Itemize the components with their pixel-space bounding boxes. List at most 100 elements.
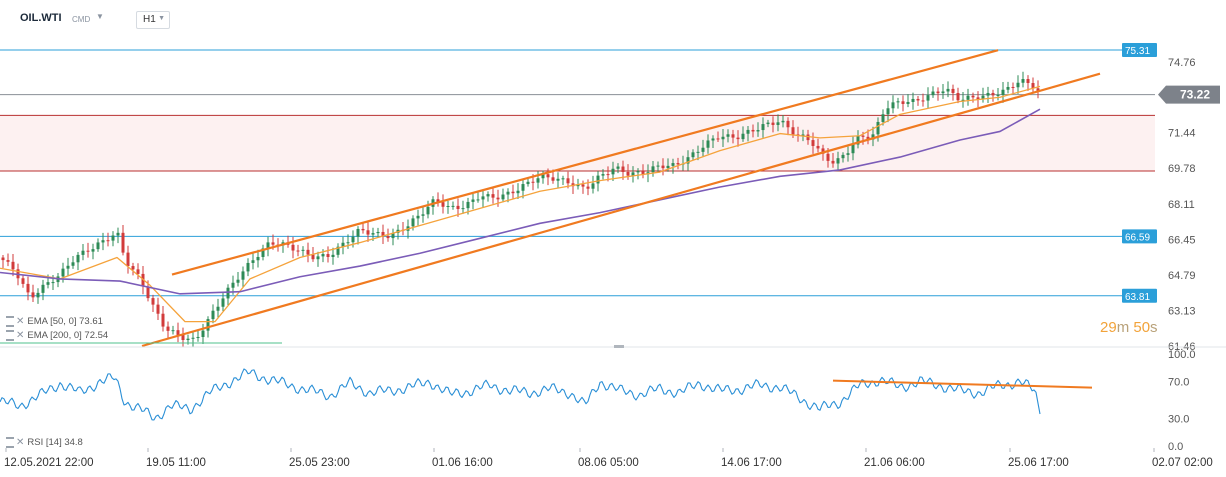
candle-body: [176, 330, 180, 335]
chevron-down-icon: ▼: [158, 15, 165, 22]
candle-body: [716, 138, 720, 140]
ema50-legend[interactable]: ✕ EMA [50, 0] 73.61: [6, 316, 103, 327]
candle-body: [986, 92, 990, 96]
symbol-label[interactable]: OIL.WTI: [20, 12, 62, 24]
candle-body: [851, 144, 855, 154]
candle-body: [126, 252, 130, 267]
candle-body: [346, 242, 350, 244]
candle-body: [271, 242, 275, 245]
rsi-label: RSI [14] 34.8: [27, 437, 83, 449]
candle-body: [786, 120, 790, 128]
close-icon[interactable]: ✕: [16, 330, 25, 342]
candle-body: [806, 134, 810, 141]
candle-body: [901, 101, 905, 104]
timeframe-select[interactable]: H1 ▼: [136, 11, 170, 29]
time-label-5: 14.06 17:00: [721, 457, 782, 469]
candle-body: [526, 181, 530, 185]
candle-body: [876, 121, 880, 135]
candle-body: [261, 248, 265, 257]
timer-m-unit: m: [1116, 319, 1130, 336]
candle-body: [316, 256, 320, 260]
candle-body: [171, 330, 175, 332]
ema200-legend[interactable]: ✕ EMA [200, 0] 72.54: [6, 330, 108, 341]
candle-body: [496, 197, 500, 200]
candle-body: [416, 215, 420, 219]
candle-body: [1001, 89, 1005, 95]
candle-body: [546, 174, 550, 178]
candle-body: [96, 242, 100, 250]
candle-body: [711, 138, 715, 141]
candle-body: [46, 282, 50, 285]
candle-body: [211, 310, 215, 320]
candle-body: [71, 262, 75, 266]
settings-icon[interactable]: [6, 316, 14, 327]
resistance-zone: [0, 115, 1155, 171]
candle-body: [736, 137, 740, 140]
candle-body: [831, 160, 835, 164]
candle-body: [776, 122, 780, 125]
candle-body: [621, 166, 625, 172]
candle-body: [516, 190, 520, 194]
candle-body: [531, 181, 535, 183]
last-price-tag: [1158, 85, 1220, 104]
candle-body: [31, 292, 35, 298]
timeframe-value: H1: [143, 14, 156, 25]
rsi-tick-3: 0.0: [1168, 441, 1183, 453]
candle-body: [921, 100, 925, 102]
candle-body: [76, 254, 80, 263]
candle-body: [501, 194, 505, 200]
candle-body: [191, 337, 195, 339]
candle-body: [631, 172, 635, 176]
candle-body: [111, 235, 115, 241]
candle-body: [106, 240, 110, 242]
candle-body: [846, 153, 850, 155]
candle-body: [421, 214, 425, 216]
candle-body: [571, 183, 575, 187]
candle-body: [391, 232, 395, 239]
rsi-legend[interactable]: ✕ RSI [14] 34.8: [6, 437, 83, 448]
candle-body: [371, 233, 375, 235]
candle-body: [1011, 86, 1015, 88]
candle-body: [836, 158, 840, 164]
candle-body: [726, 134, 730, 137]
candle-body: [321, 254, 325, 257]
candle-body: [566, 178, 570, 184]
candle-body: [1021, 79, 1025, 83]
symbol-type-label: CMD: [72, 15, 91, 24]
candle-body: [166, 326, 170, 331]
candle-body: [746, 129, 750, 134]
ema50-line: [0, 85, 1041, 323]
candle-body: [721, 136, 725, 140]
settings-icon[interactable]: [6, 437, 14, 448]
rsi-trend-line: [832, 379, 1093, 389]
price-tick-5: 66.45: [1168, 234, 1196, 246]
close-icon[interactable]: ✕: [16, 316, 25, 328]
candle-body: [971, 95, 975, 98]
candle-body: [336, 246, 340, 255]
candle-body: [601, 174, 605, 176]
candle-body: [251, 260, 255, 263]
candle-body: [956, 92, 960, 101]
candle-body: [636, 171, 640, 173]
candle-body: [61, 268, 65, 277]
candle-body: [916, 98, 920, 101]
price-tick-2: 71.44: [1168, 128, 1196, 140]
candle-body: [586, 186, 590, 189]
candle-body: [966, 95, 970, 100]
level-tag-1: [1122, 229, 1157, 244]
candle-body: [996, 94, 1000, 96]
candle-body: [341, 242, 345, 247]
candle-body: [291, 244, 295, 251]
close-icon[interactable]: ✕: [16, 437, 25, 449]
candle-body: [466, 201, 470, 209]
candle-body: [611, 168, 615, 175]
price-tick-0: 74.76: [1168, 57, 1196, 69]
candle-body: [816, 145, 820, 149]
candle-body: [41, 284, 45, 293]
candle-body: [196, 336, 200, 338]
settings-icon[interactable]: [6, 330, 14, 341]
symbol-dropdown-icon[interactable]: ▼: [96, 12, 104, 21]
candle-body: [976, 97, 980, 100]
candle-body: [541, 174, 545, 179]
